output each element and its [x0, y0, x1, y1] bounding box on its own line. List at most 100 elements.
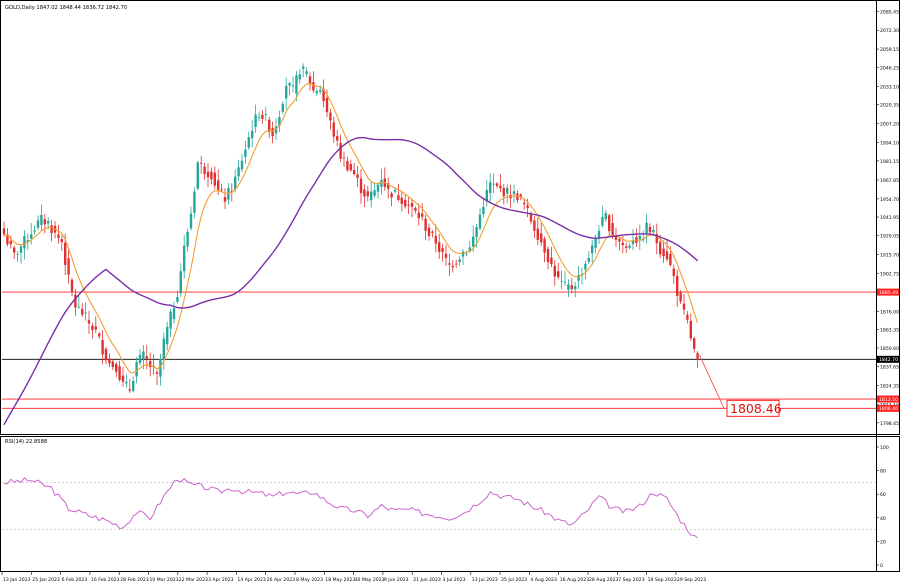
candle-body	[431, 231, 434, 233]
candle-body	[244, 149, 247, 158]
candle-body	[142, 351, 145, 359]
price-tick-label: 1981.15	[880, 159, 899, 165]
rsi-tick-label: 80	[880, 469, 886, 475]
candle-body	[298, 74, 301, 80]
time-tick-label: 25 Jul 2023	[501, 577, 527, 583]
candle-body	[189, 213, 193, 229]
candle-body	[526, 205, 529, 209]
time-tick-label: 28 Feb 2023	[120, 577, 149, 583]
candle-body	[213, 172, 216, 186]
candle-body	[33, 230, 36, 232]
candle-body	[472, 236, 475, 247]
candle-body	[64, 242, 67, 265]
candle-body	[251, 130, 254, 139]
candle-body	[217, 180, 220, 190]
candle-body	[356, 174, 359, 178]
candle-body	[563, 281, 567, 283]
candle-body	[529, 213, 533, 222]
level-lines	[2, 291, 876, 409]
candle-body	[87, 320, 91, 324]
price-tick-label: 1798.45	[880, 421, 899, 427]
candle-body	[597, 230, 601, 238]
candle-body	[465, 253, 468, 255]
candle-body	[421, 213, 424, 217]
candle-body	[349, 164, 352, 171]
candle-body	[149, 361, 152, 368]
candle-body	[458, 259, 461, 263]
candle-body	[193, 191, 196, 213]
rsi-tick-label: 60	[880, 492, 886, 498]
candle-body	[203, 166, 206, 175]
candle-body	[135, 362, 138, 377]
candle-body	[132, 381, 135, 391]
price-tick-label: 1850.60	[880, 346, 899, 352]
candle-body	[689, 320, 692, 339]
candle-body	[696, 353, 699, 360]
candle-body	[121, 375, 125, 382]
candle-body	[495, 183, 499, 186]
candle-body	[438, 242, 441, 252]
time-tick-label: 3 Apr 2023	[208, 577, 234, 583]
candle-body	[312, 82, 315, 91]
candle-body	[400, 197, 403, 204]
time-tick-label: 7 Sep 2023	[618, 577, 644, 583]
candle-body	[611, 223, 614, 237]
candle-body	[387, 183, 390, 189]
candle-body	[492, 183, 495, 185]
candle-body	[370, 191, 373, 201]
level-tag-resistance	[877, 288, 899, 296]
candle-body	[254, 114, 257, 127]
time-tick-label: 22 Mar 2023	[179, 577, 208, 583]
candle-body	[261, 114, 264, 119]
candle-body	[305, 71, 308, 75]
candle-body	[271, 128, 274, 137]
candle-body	[342, 157, 346, 159]
candle-body	[672, 268, 675, 276]
price-tick-label: 1902.75	[880, 271, 899, 277]
candle-body	[631, 240, 635, 245]
candle-body	[26, 240, 29, 242]
price-tick-label: 1876.00	[880, 310, 899, 316]
candle-body	[339, 143, 342, 159]
candle-body	[77, 306, 80, 308]
candle-body	[176, 297, 179, 302]
moving-averages	[3, 83, 699, 426]
candle-body	[186, 231, 189, 247]
candle-body	[172, 308, 176, 320]
level-tag-label: 1813.50	[879, 397, 898, 403]
candle-body	[111, 361, 114, 367]
candle-body	[98, 333, 101, 337]
candle-body	[608, 215, 611, 232]
candle-body	[546, 248, 550, 263]
candle-body	[376, 184, 380, 192]
price-tick-label: 2085.45	[880, 9, 899, 15]
candle-body	[179, 271, 182, 294]
time-tick-label: 16 Aug 2023	[560, 577, 590, 583]
candle-body	[451, 265, 454, 268]
candle-body	[91, 325, 94, 331]
candle-body	[499, 185, 502, 189]
candle-body	[237, 167, 240, 177]
time-tick-label: 18 May 2023	[325, 577, 355, 583]
candle-body	[591, 245, 594, 254]
candle-body	[543, 238, 546, 253]
rsi-panel-frame	[0, 436, 900, 572]
candle-body	[74, 294, 77, 308]
target-price-label: 1808.46	[730, 401, 782, 416]
candle-body	[410, 202, 414, 207]
time-tick-label: 26 Apr 2023	[267, 577, 295, 583]
candle-body	[227, 188, 230, 200]
candle-body	[291, 85, 295, 86]
candle-body	[336, 136, 339, 141]
price-axis: 2085.45 2072.30 2059.15 2046.25 2033.10 2020.…	[876, 9, 899, 427]
candle-body	[183, 245, 186, 272]
candle-body	[482, 206, 485, 215]
candle-body	[577, 274, 580, 281]
candle-body	[485, 190, 488, 202]
candle-body	[234, 176, 237, 190]
candle-body	[604, 213, 607, 220]
candle-body	[240, 160, 244, 170]
candle-body	[30, 234, 33, 239]
rsi-line	[3, 477, 698, 539]
